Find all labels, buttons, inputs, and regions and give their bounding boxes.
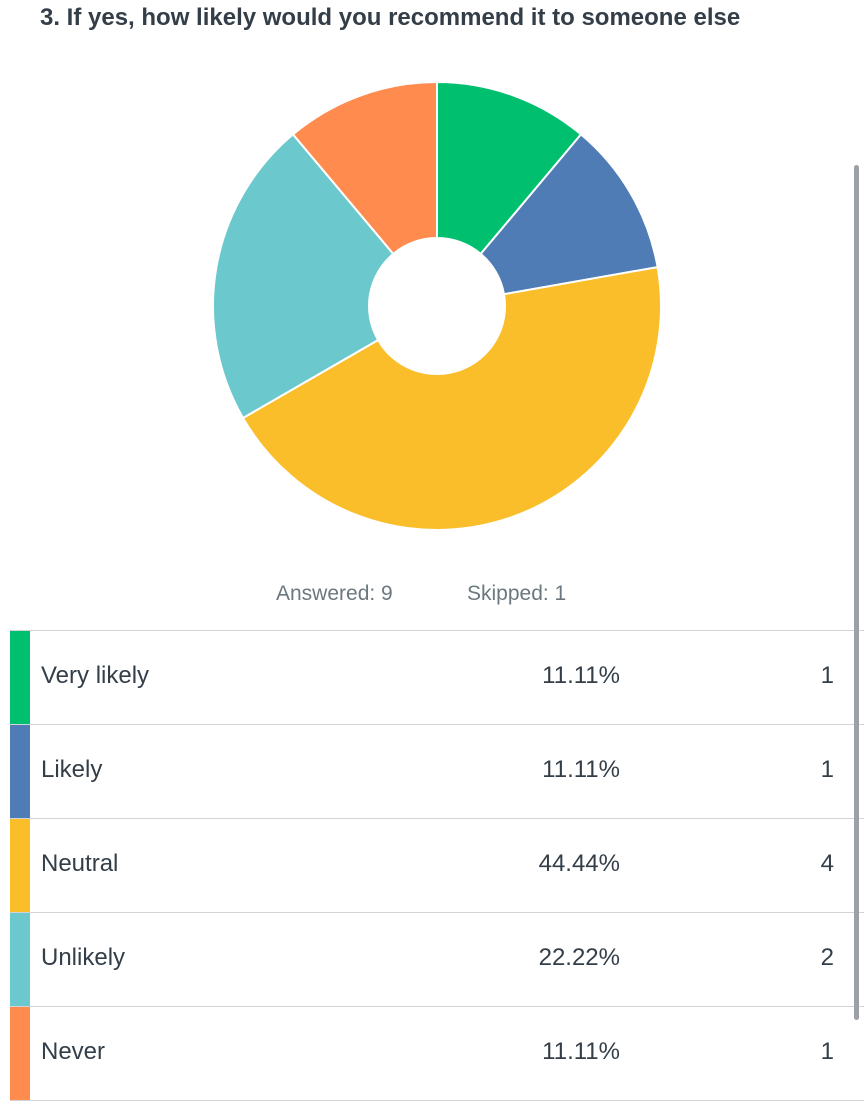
table-row: Very likely 11.11% 1 — [10, 631, 864, 725]
color-swatch — [10, 725, 30, 818]
answered-count: Answered: 9 — [276, 582, 393, 605]
answer-percent: 44.44% — [538, 850, 620, 877]
slice-likely[interactable] — [479, 132, 659, 296]
answer-label: Neutral — [41, 850, 119, 877]
answer-count: 2 — [820, 944, 834, 971]
answer-count: 1 — [820, 756, 834, 783]
color-swatch — [10, 913, 30, 1006]
answer-count: 1 — [820, 1038, 834, 1065]
table-row: Neutral 44.44% 4 — [10, 819, 864, 913]
answer-percent: 22.22% — [538, 944, 620, 971]
table-row: Never 11.11% 1 — [10, 1007, 864, 1101]
question-title: 3. If yes, how likely would you recommen… — [40, 4, 741, 31]
donut-chart — [212, 80, 662, 531]
slice-neutral[interactable] — [241, 265, 662, 531]
table-row: Unlikely 22.22% 2 — [10, 913, 864, 1007]
color-swatch — [10, 631, 30, 724]
answer-percent: 11.11% — [542, 1038, 620, 1065]
skipped-count: Skipped: 1 — [467, 582, 567, 605]
scrollbar[interactable] — [854, 165, 859, 1020]
answer-percent: 11.11% — [542, 756, 620, 783]
slice-very-likely[interactable] — [436, 80, 583, 256]
answer-label: Very likely — [41, 662, 150, 689]
answer-count: 1 — [820, 662, 834, 689]
response-stats: Answered: 9 Skipped: 1 — [0, 578, 864, 612]
answer-label: Never — [41, 1038, 106, 1065]
color-swatch — [10, 1007, 30, 1100]
results-table: Very likely 11.11% 1 Likely 11.11% 1 Neu… — [10, 630, 864, 1101]
answer-label: Likely — [41, 756, 103, 783]
slice-unlikely[interactable] — [212, 132, 395, 420]
answer-percent: 11.11% — [542, 662, 620, 689]
answer-count: 4 — [820, 850, 834, 877]
color-swatch — [10, 819, 30, 912]
table-row: Likely 11.11% 1 — [10, 725, 864, 819]
slice-never[interactable] — [291, 80, 438, 256]
answer-label: Unlikely — [41, 944, 126, 971]
